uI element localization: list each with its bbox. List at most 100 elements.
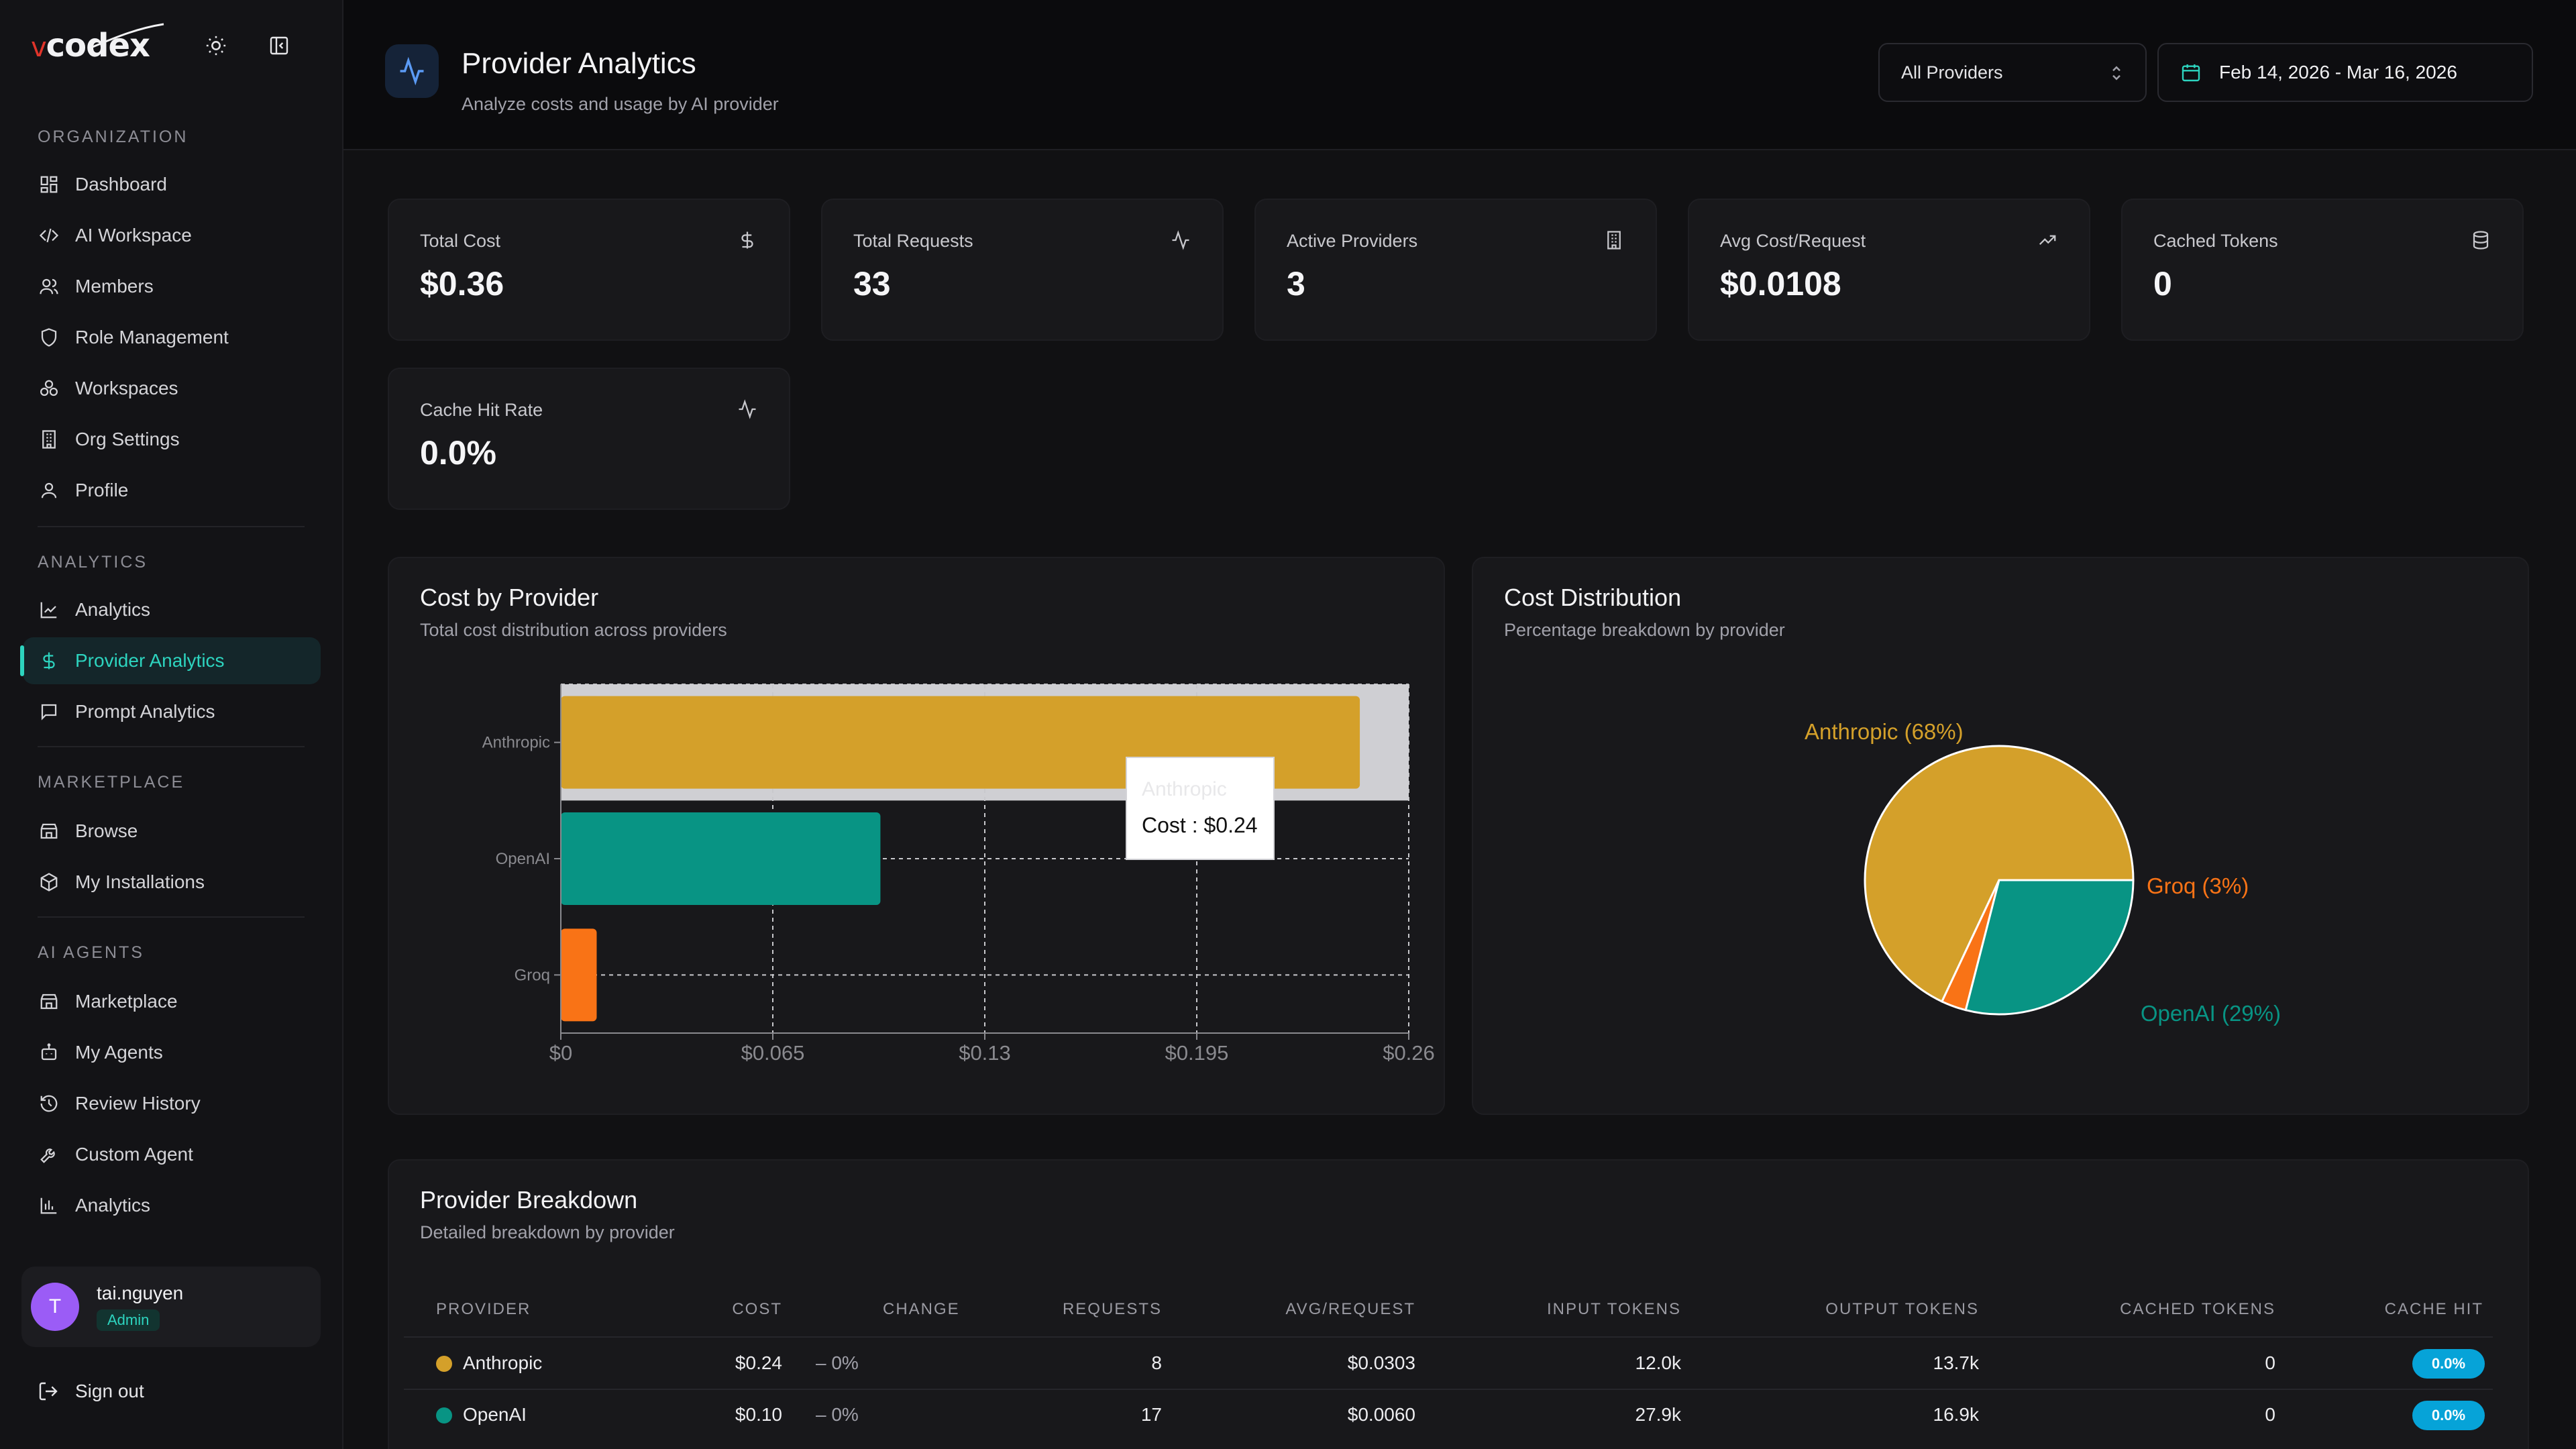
- trending-up-icon: [2034, 227, 2061, 254]
- cost-pie-chart: Anthropic (68%) OpenAI (29%) Groq (3%): [1805, 719, 2281, 1026]
- sidebar-item-custom-agent[interactable]: Custom Agent: [23, 1131, 321, 1178]
- line-chart-icon: [38, 598, 60, 621]
- cell-change: – 0%: [816, 1352, 859, 1373]
- chevron-up-down-icon: [2106, 62, 2127, 89]
- stat-label: Cache Hit Rate: [420, 400, 543, 420]
- sidebar-item-browse[interactable]: Browse: [23, 808, 321, 855]
- provider-color-dot: [436, 1407, 452, 1424]
- stat-label: Total Requests: [853, 231, 973, 251]
- cache-hit-badge: 0.0%: [2412, 1401, 2485, 1430]
- provider-color-dot: [436, 1356, 452, 1372]
- bar-groq: [561, 928, 597, 1022]
- sidebar-item-my-installations[interactable]: My Installations: [23, 859, 321, 906]
- sidebar-item-label: Custom Agent: [75, 1144, 193, 1165]
- sidebar-item-workspaces[interactable]: Workspaces: [23, 365, 321, 412]
- stat-card-avg-cost-request: Avg Cost/Request $0.0108: [1688, 199, 2090, 341]
- page-title: Provider Analytics: [462, 47, 696, 80]
- collapse-sidebar-icon[interactable]: [266, 32, 292, 59]
- bar-chart-icon: [38, 1194, 60, 1217]
- message-icon: [38, 700, 60, 723]
- table-divider: [404, 1389, 2493, 1390]
- shield-icon: [38, 326, 60, 349]
- sidebar-item-members[interactable]: Members: [23, 263, 321, 310]
- stat-label: Avg Cost/Request: [1720, 231, 1866, 251]
- database-icon: [2467, 227, 2494, 254]
- cell-avg-request: $0.0060: [1347, 1404, 1415, 1425]
- pie-slice-anthropic: [1864, 745, 2135, 1003]
- sidebar: vcodex ORGANIZATION Dashboard AI Workspa…: [0, 0, 343, 1449]
- sidebar-item-marketplace[interactable]: Marketplace: [23, 978, 321, 1025]
- stat-value: 0.0%: [420, 434, 496, 472]
- cell-change: – 0%: [816, 1404, 859, 1425]
- sidebar-item-provider-analytics[interactable]: Provider Analytics: [20, 637, 321, 684]
- sidebar-item-my-agents[interactable]: My Agents: [23, 1029, 321, 1076]
- section-label-analytics: ANALYTICS: [38, 553, 148, 572]
- pie-label: OpenAI (29%): [2141, 1001, 2281, 1026]
- sidebar-item-role-management[interactable]: Role Management: [23, 314, 321, 361]
- activity-icon: [1167, 227, 1194, 254]
- calendar-icon: [2180, 62, 2202, 83]
- sidebar-item-label: My Installations: [75, 871, 205, 892]
- workspaces-icon: [38, 377, 60, 400]
- table-divider: [404, 1336, 2493, 1338]
- panel-title: Cost Distribution: [1504, 584, 1682, 611]
- sidebar-item-ai-workspace[interactable]: AI Workspace: [23, 212, 321, 259]
- date-range-picker[interactable]: Feb 14, 2026 - Mar 16, 2026: [2157, 43, 2533, 102]
- wrench-icon: [38, 1143, 60, 1166]
- sign-out-button[interactable]: Sign out: [38, 1381, 144, 1402]
- cell-cached-tokens: 0: [2265, 1404, 2275, 1425]
- cache-hit-badge: 0.0%: [2412, 1349, 2485, 1379]
- sidebar-item-review-history[interactable]: Review History: [23, 1080, 321, 1127]
- sidebar-item-dashboard[interactable]: Dashboard: [23, 161, 321, 208]
- sidebar-item-label: Review History: [75, 1093, 201, 1114]
- user-card[interactable]: T tai.nguyen Admin: [21, 1267, 321, 1347]
- stat-value: $0.0108: [1720, 265, 1841, 303]
- panel-subtitle: Total cost distribution across providers: [420, 620, 727, 640]
- stat-value: 33: [853, 265, 891, 303]
- cell-input-tokens: 12.0k: [1635, 1352, 1682, 1373]
- x-tick-label: $0: [549, 1041, 572, 1065]
- stat-card-total-requests: Total Requests 33: [821, 199, 1224, 341]
- cell-cost: $0.10: [735, 1404, 782, 1425]
- store-icon: [38, 990, 60, 1013]
- sidebar-item-org-settings[interactable]: Org Settings: [23, 416, 321, 463]
- chart-tooltip: Anthropic Cost : $0.24: [1126, 757, 1275, 860]
- pie-slice-openai: [1964, 879, 2135, 1016]
- brand-row: vcodex: [31, 23, 326, 66]
- stat-card-active-providers: Active Providers 3: [1254, 199, 1657, 341]
- panel-subtitle: Detailed breakdown by provider: [420, 1222, 675, 1242]
- x-tick-label: $0.13: [959, 1041, 1011, 1065]
- sidebar-item-prompt-analytics[interactable]: Prompt Analytics: [23, 688, 321, 735]
- column-header-cost: COST: [732, 1300, 782, 1318]
- sidebar-item-label: Prompt Analytics: [75, 701, 215, 722]
- x-tick-label: $0.26: [1383, 1041, 1435, 1065]
- sidebar-divider: [38, 746, 305, 747]
- sun-icon[interactable]: [203, 32, 229, 59]
- code-icon: [38, 224, 60, 247]
- stat-value: 0: [2153, 265, 2172, 303]
- package-icon: [38, 871, 60, 894]
- sidebar-item-label: Role Management: [75, 327, 229, 347]
- y-tick-label: Anthropic: [482, 734, 550, 752]
- sidebar-item-label: Org Settings: [75, 429, 180, 449]
- column-header-avg-request: AVG/REQUEST: [1285, 1300, 1415, 1318]
- brand-logo[interactable]: vcodex: [31, 23, 164, 64]
- sidebar-item-agent-analytics[interactable]: Analytics: [23, 1182, 321, 1229]
- column-header-output-tokens: OUTPUT TOKENS: [1825, 1300, 1979, 1318]
- provider-select[interactable]: All Providers: [1878, 43, 2147, 102]
- panel-title: Provider Breakdown: [420, 1186, 638, 1214]
- column-header-cached-tokens: CACHED TOKENS: [2120, 1300, 2275, 1318]
- dollar-icon: [38, 649, 60, 672]
- cell-cost: $0.24: [735, 1352, 782, 1373]
- building-icon: [38, 428, 60, 451]
- column-header-cache-hit: CACHE HIT: [2384, 1300, 2483, 1318]
- cell-avg-request: $0.0303: [1347, 1352, 1415, 1373]
- panel-title: Cost by Provider: [420, 584, 599, 611]
- user-icon: [38, 479, 60, 502]
- sign-out-label: Sign out: [75, 1381, 144, 1401]
- sidebar-item-label: My Agents: [75, 1042, 163, 1063]
- cell-provider: OpenAI: [463, 1404, 527, 1425]
- logout-icon: [38, 1381, 59, 1402]
- sidebar-item-analytics[interactable]: Analytics: [23, 586, 321, 633]
- sidebar-item-profile[interactable]: Profile: [23, 467, 321, 514]
